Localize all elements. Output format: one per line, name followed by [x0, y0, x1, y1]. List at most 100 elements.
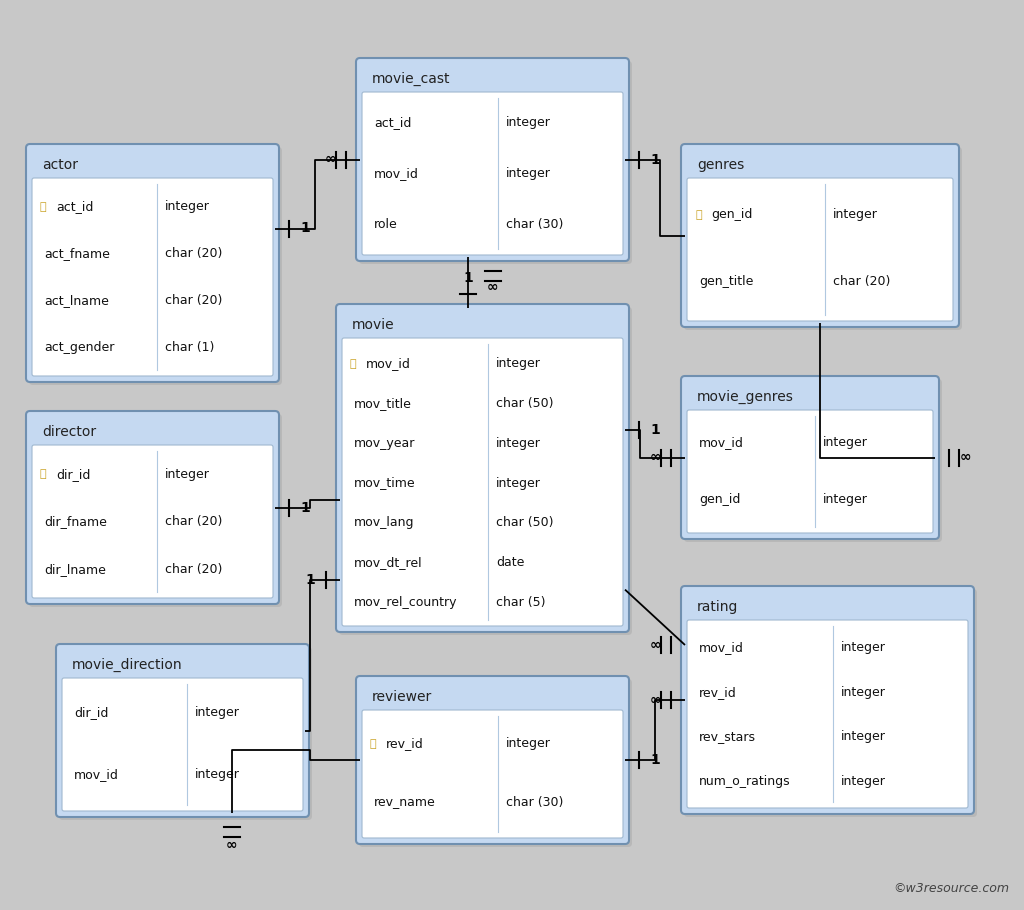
FancyBboxPatch shape: [684, 379, 942, 542]
FancyBboxPatch shape: [681, 144, 959, 327]
Text: integer: integer: [841, 642, 886, 654]
Text: act_fname: act_fname: [44, 248, 110, 260]
FancyBboxPatch shape: [684, 147, 962, 330]
Text: integer: integer: [841, 731, 886, 743]
Text: integer: integer: [506, 116, 551, 129]
FancyBboxPatch shape: [29, 147, 282, 385]
Text: char (30): char (30): [506, 796, 563, 809]
FancyBboxPatch shape: [59, 647, 312, 820]
FancyBboxPatch shape: [339, 307, 632, 635]
Text: mov_lang: mov_lang: [354, 516, 415, 530]
Text: integer: integer: [496, 358, 541, 370]
Text: mov_id: mov_id: [366, 358, 411, 370]
Text: integer: integer: [834, 208, 879, 221]
FancyBboxPatch shape: [336, 304, 629, 632]
FancyBboxPatch shape: [687, 620, 968, 808]
Text: char (20): char (20): [165, 294, 222, 308]
Text: 1: 1: [464, 271, 473, 285]
FancyBboxPatch shape: [26, 411, 279, 604]
Text: ∞: ∞: [325, 153, 336, 167]
Text: ∞: ∞: [486, 280, 499, 294]
Text: rev_id: rev_id: [386, 737, 424, 750]
Text: movie_direction: movie_direction: [72, 658, 182, 672]
FancyBboxPatch shape: [687, 178, 953, 321]
Text: reviewer: reviewer: [372, 690, 432, 703]
Text: mov_id: mov_id: [74, 768, 119, 781]
Text: act_id: act_id: [374, 116, 412, 129]
Text: rev_id: rev_id: [699, 686, 736, 699]
Text: char (5): char (5): [496, 596, 546, 609]
Text: integer: integer: [506, 167, 551, 180]
Text: movie_genres: movie_genres: [697, 389, 794, 404]
Text: integer: integer: [496, 477, 541, 490]
Text: 1: 1: [300, 501, 310, 514]
Text: act_lname: act_lname: [44, 294, 109, 308]
FancyBboxPatch shape: [32, 445, 273, 598]
Text: mov_title: mov_title: [354, 397, 412, 410]
Text: integer: integer: [506, 737, 551, 750]
Text: date: date: [496, 556, 524, 569]
FancyBboxPatch shape: [356, 676, 629, 844]
Text: gen_title: gen_title: [699, 275, 754, 288]
Text: director: director: [42, 425, 96, 439]
Text: integer: integer: [496, 437, 541, 450]
FancyBboxPatch shape: [56, 644, 309, 817]
Text: 1: 1: [650, 422, 659, 437]
Text: char (20): char (20): [165, 248, 222, 260]
Text: char (50): char (50): [496, 397, 554, 410]
Text: char (50): char (50): [496, 516, 554, 530]
Text: act_id: act_id: [56, 200, 93, 213]
Text: dir_id: dir_id: [74, 706, 109, 719]
Text: ©w3resource.com: ©w3resource.com: [893, 882, 1009, 895]
FancyBboxPatch shape: [32, 178, 273, 376]
Text: dir_id: dir_id: [56, 468, 90, 480]
Text: 1: 1: [305, 573, 314, 587]
Text: mov_id: mov_id: [699, 436, 743, 450]
Text: actor: actor: [42, 157, 78, 172]
Text: role: role: [374, 217, 397, 231]
Text: char (20): char (20): [165, 515, 222, 528]
Text: integer: integer: [196, 706, 240, 719]
FancyBboxPatch shape: [359, 61, 632, 264]
Text: mov_id: mov_id: [374, 167, 419, 180]
Text: integer: integer: [165, 468, 210, 480]
Text: integer: integer: [165, 200, 210, 213]
Text: gen_id: gen_id: [711, 208, 753, 221]
Text: integer: integer: [823, 492, 867, 506]
Text: ∞: ∞: [649, 638, 660, 652]
Text: 1: 1: [300, 221, 310, 236]
Text: rev_stars: rev_stars: [699, 731, 756, 743]
Text: num_o_ratings: num_o_ratings: [699, 774, 791, 788]
FancyBboxPatch shape: [359, 679, 632, 847]
Text: integer: integer: [196, 768, 240, 781]
Text: mov_year: mov_year: [354, 437, 416, 450]
Text: movie_cast: movie_cast: [372, 72, 451, 86]
Text: ∞: ∞: [649, 693, 660, 707]
Text: mov_dt_rel: mov_dt_rel: [354, 556, 423, 569]
Text: ∞: ∞: [225, 838, 238, 852]
Text: dir_lname: dir_lname: [44, 563, 105, 576]
FancyBboxPatch shape: [356, 58, 629, 261]
Text: 🔑: 🔑: [350, 359, 356, 369]
Text: act_gender: act_gender: [44, 341, 115, 354]
Text: ∞: ∞: [959, 450, 971, 464]
FancyBboxPatch shape: [29, 414, 282, 607]
Text: char (20): char (20): [165, 563, 222, 576]
Text: dir_fname: dir_fname: [44, 515, 106, 528]
FancyBboxPatch shape: [362, 710, 623, 838]
Text: char (30): char (30): [506, 217, 563, 231]
Text: 1: 1: [650, 753, 659, 767]
Text: 🔑: 🔑: [695, 209, 701, 219]
Text: char (1): char (1): [165, 341, 215, 354]
Text: movie: movie: [352, 318, 394, 331]
FancyBboxPatch shape: [362, 92, 623, 255]
Text: 1: 1: [650, 153, 659, 167]
Text: 🔑: 🔑: [40, 469, 47, 479]
Text: integer: integer: [823, 436, 867, 450]
Text: mov_time: mov_time: [354, 477, 416, 490]
FancyBboxPatch shape: [681, 586, 974, 814]
FancyBboxPatch shape: [62, 678, 303, 811]
Text: 🔑: 🔑: [40, 202, 47, 212]
Text: 🔑: 🔑: [370, 739, 377, 749]
FancyBboxPatch shape: [342, 338, 623, 626]
